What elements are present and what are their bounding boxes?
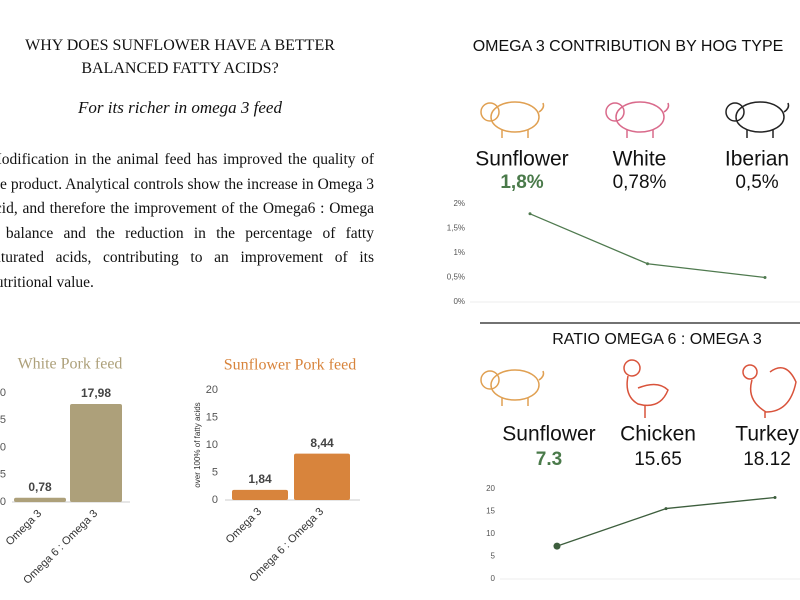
y-tick-label: 20 (0, 387, 6, 399)
y-tick-label: 1,5% (447, 224, 465, 233)
bar (294, 453, 350, 500)
point (773, 495, 777, 499)
title: WHY DOES SUNFLOWER HAVE A BETTER BALANCE… (25, 37, 335, 77)
chicken-icon (623, 359, 669, 418)
point (664, 507, 668, 511)
y-tick-label: 0% (453, 297, 465, 306)
paragraph: Modification in the animal feed has impr… (0, 151, 374, 291)
value-label: 18.12 (743, 449, 791, 470)
category-name: Sunflower (475, 148, 568, 171)
x-tick-label: Omega 3 (4, 508, 44, 548)
category-name: Turkey (735, 423, 799, 446)
y-tick-label: 2% (453, 199, 465, 208)
y-tick-label: 5 (491, 552, 496, 561)
pig-icon (480, 369, 545, 406)
data-label: 8,44 (310, 436, 334, 450)
value-label: 7.3 (536, 449, 562, 470)
y-tick-label: 15 (206, 411, 218, 423)
pig-icon (605, 101, 670, 138)
value-label: 15.65 (634, 449, 682, 470)
y-tick-label: 10 (0, 441, 6, 453)
y-tick-label: 10 (206, 439, 218, 451)
chart-title: OMEGA 3 CONTRIBUTION BY HOG TYPE (473, 38, 784, 55)
category-name: White (613, 148, 667, 171)
data-label: 0,78 (28, 480, 52, 494)
bar (232, 489, 288, 500)
y-tick-label: 0,5% (447, 273, 465, 282)
y-tick-label: 5 (0, 469, 6, 481)
pig-icon (480, 101, 545, 138)
category-name: Sunflower (502, 423, 595, 446)
value-label: 0,78% (613, 172, 667, 193)
y-tick-label: 0 (212, 494, 218, 506)
y-tick-label: 0 (0, 496, 6, 508)
line (529, 213, 766, 279)
pig-icon (725, 101, 790, 138)
data-label: 1,84 (248, 472, 272, 486)
y-tick-label: 20 (206, 384, 218, 396)
data-label: 17,98 (81, 386, 111, 400)
y-tick-label: 10 (486, 529, 495, 538)
line (556, 496, 776, 547)
y-tick-label: 15 (0, 414, 6, 426)
y-axis-label: over 100% of fatty acids (193, 402, 202, 487)
y-tick-label: 5 (212, 466, 218, 478)
y-tick-label: 1% (453, 248, 465, 257)
chart-title: Sunflower Pork feed (224, 357, 356, 374)
category-name: Iberian (725, 148, 789, 171)
chart-title: White Pork feed (18, 356, 123, 373)
point (553, 542, 561, 550)
bar (14, 497, 66, 502)
subtitle: For its richer in omega 3 feed (78, 98, 282, 117)
bar (70, 404, 122, 502)
chart-title: RATIO OMEGA 6 : OMEGA 3 (552, 331, 762, 348)
turkey-icon (742, 364, 797, 418)
point (528, 212, 532, 216)
y-tick-label: 20 (486, 484, 495, 493)
point (646, 262, 649, 266)
value-label: 1,8% (500, 172, 543, 193)
category-name: Chicken (620, 423, 696, 446)
y-tick-label: 0 (491, 574, 496, 583)
value-label: 0,5% (735, 172, 778, 193)
y-tick-label: 15 (486, 507, 495, 516)
point (763, 276, 767, 279)
x-tick-label: Omega 3 (224, 506, 264, 546)
